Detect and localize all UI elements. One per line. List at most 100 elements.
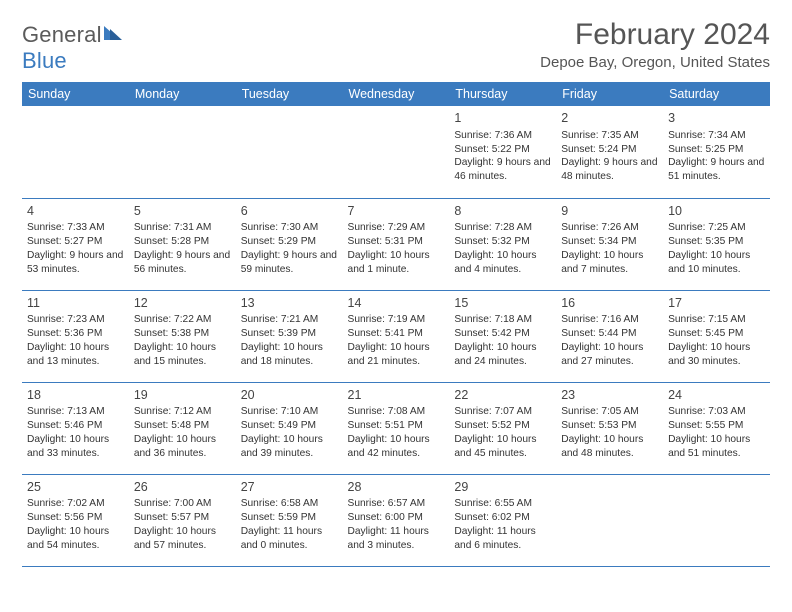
day-number: 18 <box>27 387 124 404</box>
sunrise-text: Sunrise: 7:29 AM <box>348 221 445 235</box>
sunrise-text: Sunrise: 7:19 AM <box>348 313 445 327</box>
calendar-cell <box>343 106 450 198</box>
daylight-text: Daylight: 10 hours and 4 minutes. <box>454 249 551 277</box>
calendar-week-row: 25Sunrise: 7:02 AMSunset: 5:56 PMDayligh… <box>22 474 770 566</box>
month-title: February 2024 <box>540 18 770 52</box>
daylight-text: Daylight: 9 hours and 48 minutes. <box>561 156 658 184</box>
sunset-text: Sunset: 5:38 PM <box>134 327 231 341</box>
day-number: 8 <box>454 203 551 220</box>
daylight-text: Daylight: 10 hours and 30 minutes. <box>668 341 765 369</box>
daylight-text: Daylight: 10 hours and 13 minutes. <box>27 341 124 369</box>
calendar-cell: 10Sunrise: 7:25 AMSunset: 5:35 PMDayligh… <box>663 198 770 290</box>
calendar-cell <box>556 474 663 566</box>
calendar-cell: 15Sunrise: 7:18 AMSunset: 5:42 PMDayligh… <box>449 290 556 382</box>
calendar-cell: 26Sunrise: 7:00 AMSunset: 5:57 PMDayligh… <box>129 474 236 566</box>
calendar-table: Sunday Monday Tuesday Wednesday Thursday… <box>22 82 770 567</box>
sunset-text: Sunset: 5:52 PM <box>454 419 551 433</box>
sunset-text: Sunset: 5:35 PM <box>668 235 765 249</box>
calendar-cell: 1Sunrise: 7:36 AMSunset: 5:22 PMDaylight… <box>449 106 556 198</box>
title-block: February 2024 Depoe Bay, Oregon, United … <box>540 18 770 71</box>
sunrise-text: Sunrise: 6:58 AM <box>241 497 338 511</box>
sunset-text: Sunset: 5:36 PM <box>27 327 124 341</box>
daylight-text: Daylight: 11 hours and 3 minutes. <box>348 525 445 553</box>
sunrise-text: Sunrise: 7:25 AM <box>668 221 765 235</box>
daylight-text: Daylight: 11 hours and 6 minutes. <box>454 525 551 553</box>
calendar-cell: 18Sunrise: 7:13 AMSunset: 5:46 PMDayligh… <box>22 382 129 474</box>
day-number: 7 <box>348 203 445 220</box>
day-number: 2 <box>561 110 658 127</box>
day-header: Thursday <box>449 82 556 106</box>
day-number: 11 <box>27 295 124 312</box>
sunrise-text: Sunrise: 7:28 AM <box>454 221 551 235</box>
calendar-cell: 25Sunrise: 7:02 AMSunset: 5:56 PMDayligh… <box>22 474 129 566</box>
day-number: 19 <box>134 387 231 404</box>
sunset-text: Sunset: 5:31 PM <box>348 235 445 249</box>
sunrise-text: Sunrise: 6:57 AM <box>348 497 445 511</box>
sunset-text: Sunset: 5:48 PM <box>134 419 231 433</box>
day-number: 20 <box>241 387 338 404</box>
sunrise-text: Sunrise: 7:15 AM <box>668 313 765 327</box>
calendar-cell: 12Sunrise: 7:22 AMSunset: 5:38 PMDayligh… <box>129 290 236 382</box>
sunrise-text: Sunrise: 7:36 AM <box>454 129 551 143</box>
sunrise-text: Sunrise: 7:34 AM <box>668 129 765 143</box>
sunset-text: Sunset: 5:44 PM <box>561 327 658 341</box>
daylight-text: Daylight: 10 hours and 42 minutes. <box>348 433 445 461</box>
logo-text-2: Blue <box>22 48 67 73</box>
daylight-text: Daylight: 10 hours and 33 minutes. <box>27 433 124 461</box>
sunset-text: Sunset: 5:32 PM <box>454 235 551 249</box>
calendar-cell: 6Sunrise: 7:30 AMSunset: 5:29 PMDaylight… <box>236 198 343 290</box>
daylight-text: Daylight: 10 hours and 21 minutes. <box>348 341 445 369</box>
calendar-body: 1Sunrise: 7:36 AMSunset: 5:22 PMDaylight… <box>22 106 770 566</box>
calendar-cell <box>129 106 236 198</box>
day-header: Monday <box>129 82 236 106</box>
day-number: 25 <box>27 479 124 496</box>
sunrise-text: Sunrise: 7:10 AM <box>241 405 338 419</box>
sunrise-text: Sunrise: 7:35 AM <box>561 129 658 143</box>
daylight-text: Daylight: 10 hours and 57 minutes. <box>134 525 231 553</box>
day-number: 22 <box>454 387 551 404</box>
sunset-text: Sunset: 5:29 PM <box>241 235 338 249</box>
header: General Blue February 2024 Depoe Bay, Or… <box>22 18 770 74</box>
sunset-text: Sunset: 5:34 PM <box>561 235 658 249</box>
sunset-text: Sunset: 5:57 PM <box>134 511 231 525</box>
logo-text-1: General <box>22 22 102 47</box>
calendar-cell: 16Sunrise: 7:16 AMSunset: 5:44 PMDayligh… <box>556 290 663 382</box>
calendar-cell <box>663 474 770 566</box>
calendar-cell: 14Sunrise: 7:19 AMSunset: 5:41 PMDayligh… <box>343 290 450 382</box>
sunset-text: Sunset: 5:27 PM <box>27 235 124 249</box>
sunrise-text: Sunrise: 7:13 AM <box>27 405 124 419</box>
day-number: 14 <box>348 295 445 312</box>
daylight-text: Daylight: 10 hours and 39 minutes. <box>241 433 338 461</box>
sunrise-text: Sunrise: 7:23 AM <box>27 313 124 327</box>
day-number: 4 <box>27 203 124 220</box>
day-number: 23 <box>561 387 658 404</box>
day-number: 13 <box>241 295 338 312</box>
daylight-text: Daylight: 9 hours and 51 minutes. <box>668 156 765 184</box>
calendar-cell: 17Sunrise: 7:15 AMSunset: 5:45 PMDayligh… <box>663 290 770 382</box>
daylight-text: Daylight: 10 hours and 10 minutes. <box>668 249 765 277</box>
daylight-text: Daylight: 9 hours and 59 minutes. <box>241 249 338 277</box>
sunrise-text: Sunrise: 7:03 AM <box>668 405 765 419</box>
logo-flag-icon <box>104 26 124 42</box>
sunset-text: Sunset: 5:24 PM <box>561 143 658 157</box>
calendar-week-row: 18Sunrise: 7:13 AMSunset: 5:46 PMDayligh… <box>22 382 770 474</box>
calendar-cell: 24Sunrise: 7:03 AMSunset: 5:55 PMDayligh… <box>663 382 770 474</box>
sunset-text: Sunset: 5:53 PM <box>561 419 658 433</box>
sunrise-text: Sunrise: 7:33 AM <box>27 221 124 235</box>
sunrise-text: Sunrise: 7:05 AM <box>561 405 658 419</box>
calendar-week-row: 1Sunrise: 7:36 AMSunset: 5:22 PMDaylight… <box>22 106 770 198</box>
day-header: Friday <box>556 82 663 106</box>
calendar-cell: 3Sunrise: 7:34 AMSunset: 5:25 PMDaylight… <box>663 106 770 198</box>
day-number: 5 <box>134 203 231 220</box>
day-number: 24 <box>668 387 765 404</box>
sunset-text: Sunset: 5:39 PM <box>241 327 338 341</box>
sunset-text: Sunset: 6:00 PM <box>348 511 445 525</box>
calendar-cell: 27Sunrise: 6:58 AMSunset: 5:59 PMDayligh… <box>236 474 343 566</box>
daylight-text: Daylight: 10 hours and 48 minutes. <box>561 433 658 461</box>
calendar-cell: 21Sunrise: 7:08 AMSunset: 5:51 PMDayligh… <box>343 382 450 474</box>
calendar-cell: 4Sunrise: 7:33 AMSunset: 5:27 PMDaylight… <box>22 198 129 290</box>
sunrise-text: Sunrise: 7:08 AM <box>348 405 445 419</box>
sunrise-text: Sunrise: 7:26 AM <box>561 221 658 235</box>
daylight-text: Daylight: 11 hours and 0 minutes. <box>241 525 338 553</box>
sunset-text: Sunset: 5:25 PM <box>668 143 765 157</box>
